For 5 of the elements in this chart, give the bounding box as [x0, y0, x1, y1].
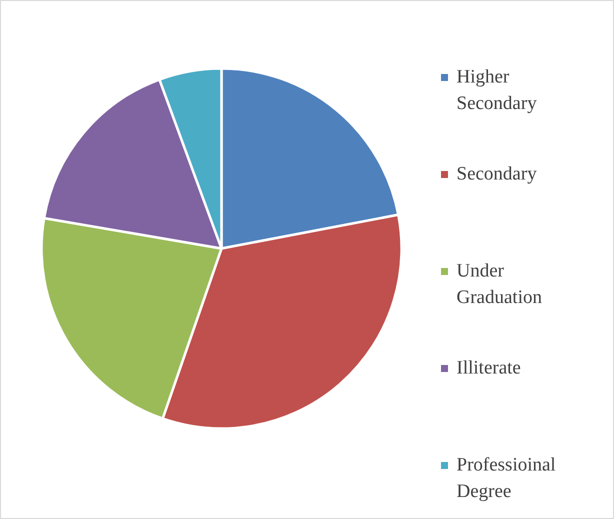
legend-label: Illiterate: [456, 358, 521, 378]
legend-label: Professioinal Degree: [456, 454, 556, 502]
legend-label: Under Graduation: [456, 260, 542, 308]
legend-label: Secondary: [456, 164, 538, 184]
legend-label: Higher Secondary: [456, 66, 538, 114]
